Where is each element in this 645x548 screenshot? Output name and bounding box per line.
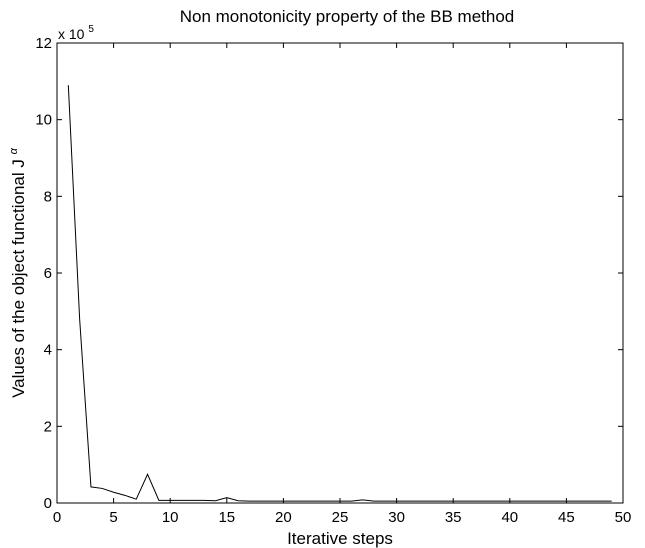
series-line [67,85,612,502]
y-axis-label-superscript: α [8,147,20,154]
y-tick-label: 0 [44,495,52,512]
x-tick-label: 50 [615,509,632,526]
x-tick-label: 35 [445,509,462,526]
plot-area-frame [56,42,624,504]
x-tick-label: 15 [218,509,235,526]
series-layer [67,85,612,502]
y-tick-label: 2 [44,418,52,435]
x-axis-ticks: 0 5 10 15 20 25 30 35 40 45 50 [53,43,632,526]
x-tick-label: 25 [332,509,349,526]
y-tick-label: 8 [44,188,52,205]
y-multiplier-exponent: 5 [88,24,94,35]
x-axis-label: Iterative steps [287,529,393,548]
x-tick-label: 0 [53,509,61,526]
y-axis-multiplier: x 10 5 [58,24,94,42]
x-tick-label: 10 [162,509,179,526]
x-tick-label: 20 [275,509,292,526]
chart-title: Non monotonicity property of the BB meth… [180,7,515,26]
y-axis-ticks: 0 2 4 6 8 10 12 [35,35,623,512]
y-multiplier-base: x 10 [58,26,85,42]
y-tick-label: 6 [44,265,52,282]
y-tick-label: 10 [35,112,52,129]
y-axis-label-main: Values of the object functional J [9,159,28,398]
y-tick-label: 4 [44,342,52,359]
y-axis-label: Values of the object functional J α [8,147,28,398]
x-tick-label: 45 [558,509,575,526]
x-tick-label: 40 [501,509,518,526]
y-tick-label: 12 [35,35,52,52]
x-tick-label: 5 [109,509,117,526]
x-tick-label: 30 [388,509,405,526]
